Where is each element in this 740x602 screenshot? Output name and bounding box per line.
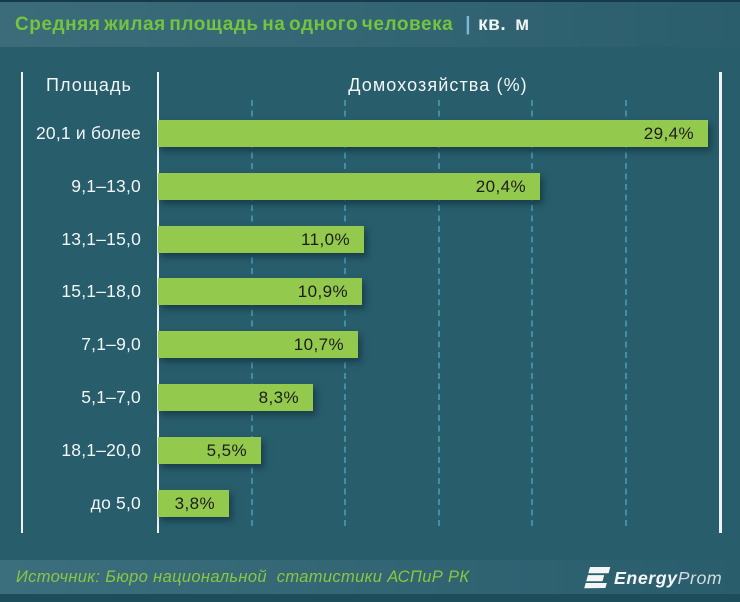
svg-text:EnergyProm: EnergyProm xyxy=(614,568,722,588)
